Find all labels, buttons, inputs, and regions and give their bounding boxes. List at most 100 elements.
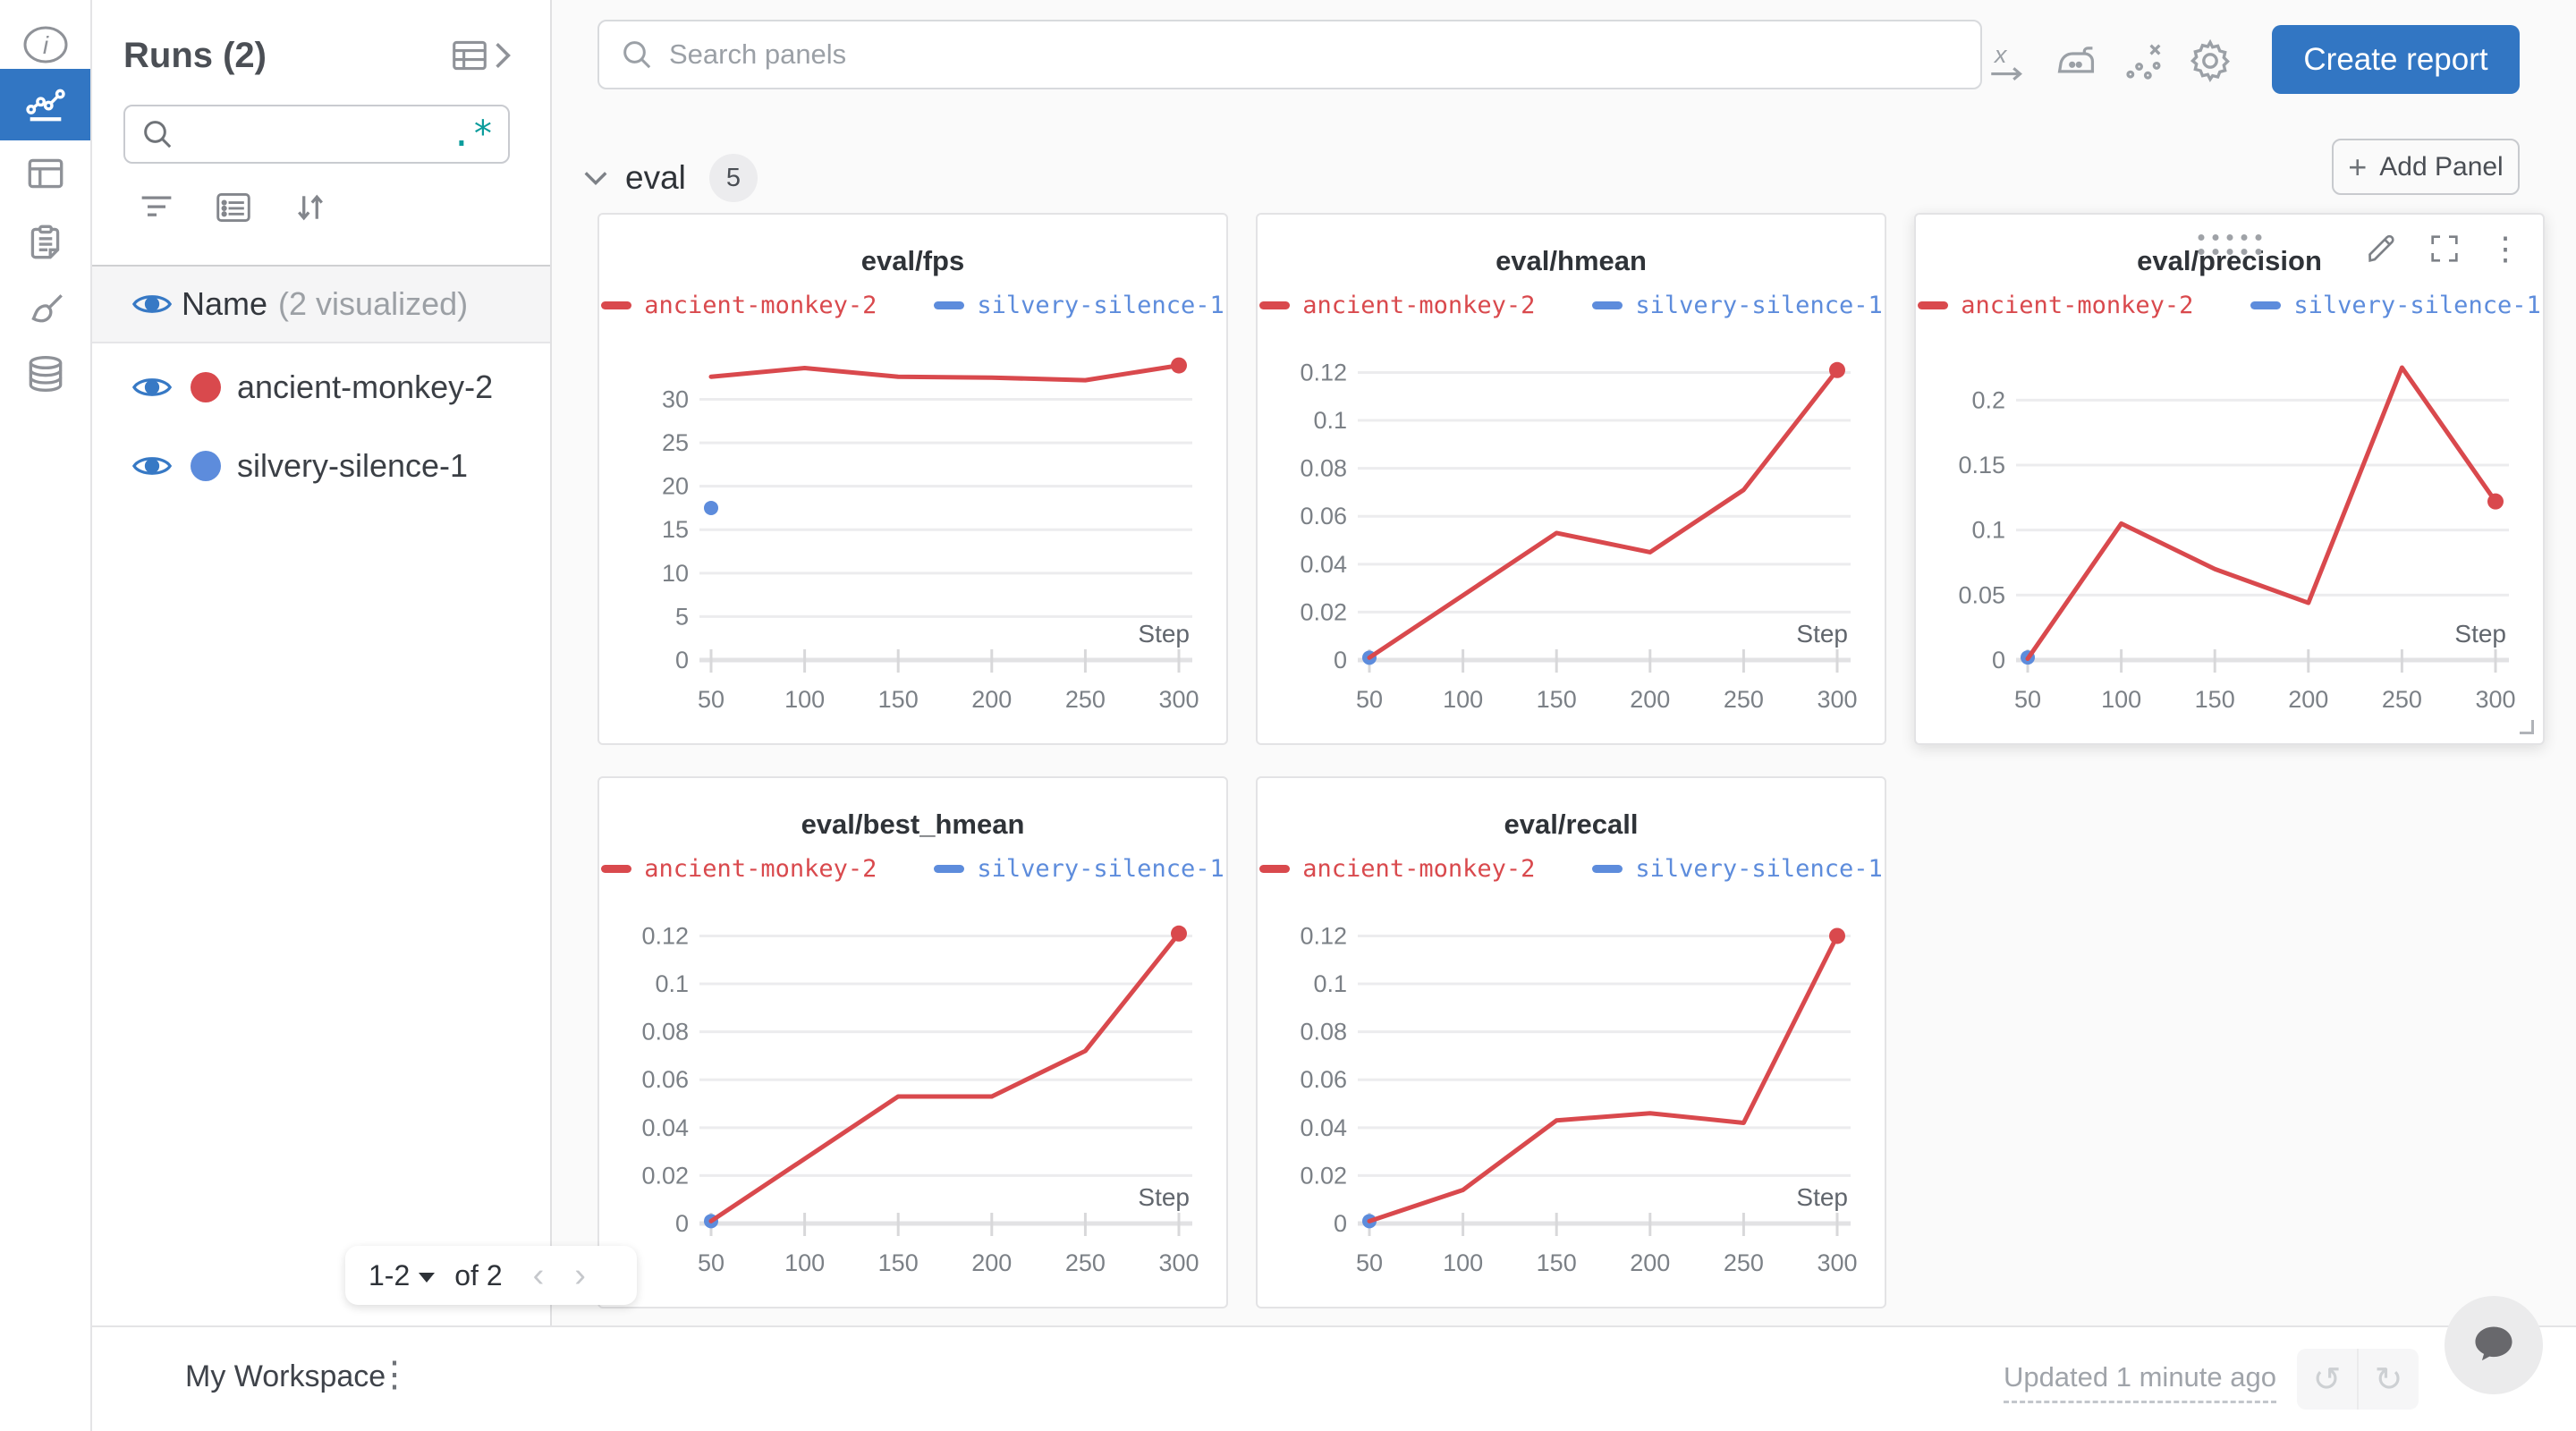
page-range[interactable]: 1-2 [369,1258,411,1291]
redo-button[interactable]: ↻ [2374,1360,2403,1399]
outliers-scatter-icon[interactable] [2119,36,2169,86]
add-panel-button[interactable]: + Add Panel [2332,139,2520,195]
search-icon [140,116,175,152]
run-name[interactable]: silvery-silence-1 [237,447,469,484]
svg-text:0.02: 0.02 [641,1162,689,1189]
create-report-button[interactable]: Create report [2272,25,2520,94]
run-name[interactable]: ancient-monkey-2 [237,368,494,405]
bottom-bar: My Workspace ⋮ Updated 1 minute ago [92,1325,2576,1431]
eye-icon[interactable] [131,372,173,402]
section-header-eval[interactable]: eval 5 [582,154,758,202]
smoothing-iron-icon[interactable] [2051,36,2101,86]
svg-text:50: 50 [2014,686,2041,713]
svg-text:0.05: 0.05 [1958,581,2005,608]
run-color-dot[interactable] [191,372,221,402]
svg-text:150: 150 [878,686,919,713]
chart-panel[interactable]: ⋮ eval/precision ancient-monkey-2 silvery… [1914,213,2545,745]
nav-runs-table-button[interactable] [0,138,90,209]
svg-text:50: 50 [1356,1249,1383,1276]
workspace-kebab-icon[interactable]: ⋮ [377,1355,412,1394]
svg-text:10: 10 [662,560,689,587]
legend-swatch [934,865,965,873]
chart-panel[interactable]: ⋮ eval/best_hmean ancient-monkey-2silver… [597,776,1228,1308]
expand-runs-table-button[interactable] [450,38,513,73]
nav-workspace-charts-button[interactable] [0,69,90,140]
chevron-down-icon[interactable] [582,168,609,188]
workspace-name[interactable]: My Workspace [185,1359,386,1393]
legend-item[interactable]: silvery-silence-1 [934,292,1224,319]
legend-item[interactable]: ancient-monkey-2 [601,292,877,319]
legend-item[interactable]: ancient-monkey-2 [1918,292,2193,319]
chart-title: eval/hmean [1496,245,1647,276]
run-row-silvery-silence-1[interactable]: silvery-silence-1 [92,435,550,497]
eye-icon[interactable] [131,451,173,481]
drag-handle-icon[interactable] [2198,234,2261,255]
line-chart[interactable]: 0 0.02 0.04 0.06 0.08 0.1 0.12 50 100 150 200 250 30… [1258,343,1888,736]
line-chart[interactable]: 0 5 10 15 20 25 30 50 100 150 200 250 300 Step [599,343,1230,736]
add-panel-label: Add Panel [2379,151,2504,182]
panel-search-input[interactable] [669,38,1961,71]
regex-toggle-icon[interactable]: .* [450,114,494,155]
section-name: eval [625,159,686,196]
prev-page-button[interactable]: ‹ [532,1256,545,1294]
svg-text:200: 200 [1630,1249,1670,1276]
run-row-ancient-monkey-2[interactable]: ancient-monkey-2 [92,356,550,419]
chart-legend: ancient-monkey-2 silvery-silence-1 [1916,292,2543,319]
legend-item[interactable]: silvery-silence-1 [2250,292,2541,319]
legend-item[interactable]: ancient-monkey-2 [601,855,877,883]
svg-text:0.08: 0.08 [1300,455,1347,482]
legend-item[interactable]: silvery-silence-1 [1592,855,1883,883]
legend-item[interactable]: silvery-silence-1 [1592,292,1883,319]
runs-search-input[interactable] [188,119,451,149]
runs-header-row[interactable]: Name (2 visualized) [92,265,550,343]
legend-item[interactable]: ancient-monkey-2 [1259,855,1535,883]
chart-legend: ancient-monkey-2 silvery-silence-1 [1258,855,1885,883]
svg-text:0.04: 0.04 [641,1114,689,1141]
legend-label: ancient-monkey-2 [1961,292,2194,319]
eye-icon[interactable] [131,289,173,319]
svg-text:0.12: 0.12 [641,922,689,949]
settings-gear-icon[interactable] [2185,36,2235,86]
chart-panel[interactable]: ⋮ eval/recall ancient-monkey-2silvery-si… [1256,776,1886,1308]
fullscreen-icon[interactable] [2427,231,2462,267]
next-page-button[interactable]: › [574,1256,586,1294]
nav-sweeps-button[interactable] [0,275,90,347]
run-color-dot[interactable] [191,451,221,481]
sort-icon[interactable] [291,190,330,225]
nav-rail: i [0,0,92,1431]
runs-column-label: Name [182,285,268,322]
nav-logs-button[interactable] [0,207,90,278]
line-chart[interactable]: 0 0.05 0.1 0.15 0.2 50 100 150 200 250 300 Step [1916,343,2546,736]
svg-text:0.04: 0.04 [1300,1114,1347,1141]
chat-support-button[interactable] [2445,1296,2543,1394]
legend-item[interactable]: silvery-silence-1 [934,855,1224,883]
updated-timestamp[interactable]: Updated 1 minute ago [2003,1361,2276,1403]
runs-toolbar [137,190,330,225]
undo-button[interactable]: ↺ [2297,1349,2359,1410]
chart-panel[interactable]: ⋮ eval/hmean ancient-monkey-2silvery-sil… [1256,213,1886,745]
filter-icon[interactable] [137,190,176,225]
nav-info-button[interactable]: i [0,9,90,80]
legend-swatch [601,865,632,873]
legend-swatch [1592,301,1623,309]
nav-artifacts-button[interactable] [0,338,90,410]
legend-label: ancient-monkey-2 [1302,855,1536,883]
svg-text:300: 300 [1158,1249,1199,1276]
svg-text:50: 50 [698,1249,724,1276]
edit-pencil-icon[interactable] [2364,231,2400,267]
visualized-count: (2 visualized) [278,285,469,322]
chevron-down-icon[interactable] [419,1272,436,1283]
legend-item[interactable]: ancient-monkey-2 [1259,292,1535,319]
resize-handle-icon[interactable] [2520,720,2534,734]
chart-panel[interactable]: ⋮ eval/fps ancient-monkey-2silvery-silen… [597,213,1228,745]
svg-text:200: 200 [2288,686,2328,713]
x-axis-settings-icon[interactable]: x [1983,36,2033,86]
line-chart[interactable]: 0 0.02 0.04 0.06 0.08 0.1 0.12 50 100 150 200 250 30… [599,906,1230,1300]
group-list-icon[interactable] [214,190,253,225]
brush-icon [23,289,68,334]
svg-text:Step: Step [1796,620,1848,648]
line-chart[interactable]: 0 0.02 0.04 0.06 0.08 0.1 0.12 50 100 150 200 250 30… [1258,906,1888,1300]
svg-text:50: 50 [1356,686,1383,713]
kebab-menu-icon[interactable]: ⋮ [2489,230,2521,267]
chat-bubble-icon [2469,1320,2519,1370]
